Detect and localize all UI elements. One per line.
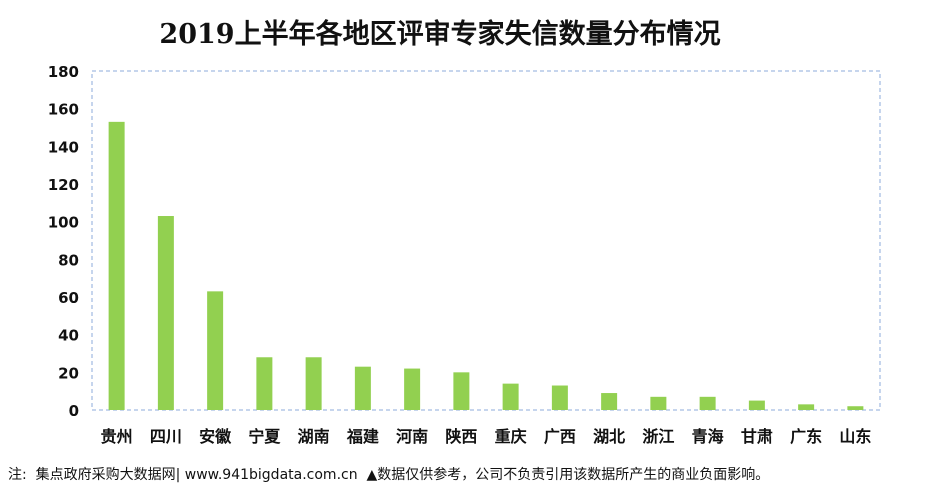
footnote: 注: 集点政府采购大数据网| www.941bigdata.com.cn ▲数据… [8,467,770,483]
bar [305,357,322,410]
x-tick-label: 湖北 [593,427,625,446]
bar [798,404,815,410]
bar [354,366,371,410]
chart-title: 2019上半年各地区评审专家失信数量分布情况 [159,19,721,50]
x-axis: 贵州 四川 安徽 宁夏 湖南 福建 河南 陕西 重庆 广西 湖北 浙江 青海 甘肃 广东 山东 [101,427,872,446]
x-tick-label: 重庆 [495,427,527,446]
x-tick-label: 四川 [150,427,182,446]
bars [108,121,864,410]
bar [847,406,864,410]
y-tick-label: 180 [48,63,79,81]
x-tick-label: 福建 [346,427,379,446]
bar [601,393,618,410]
bar [453,372,470,410]
x-tick-label: 贵州 [101,427,133,446]
y-tick-label: 100 [48,214,79,232]
y-tick-label: 60 [58,289,79,307]
x-tick-label: 青海 [692,427,724,446]
plot-frame [91,70,881,411]
bar [699,396,716,410]
y-tick-label: 120 [48,176,79,194]
y-axis: 0 20 40 60 80 100 120 140 160 180 [48,63,79,420]
bar [650,396,667,410]
bar [551,385,568,410]
x-tick-label: 山东 [839,427,871,446]
bar [748,400,765,410]
x-tick-label: 广东 [790,427,822,446]
x-tick-label: 宁夏 [248,427,281,446]
x-tick-label: 浙江 [642,427,674,446]
y-tick-label: 160 [48,101,79,119]
x-tick-label: 甘肃 [741,427,773,446]
x-tick-label: 湖南 [298,427,330,446]
y-tick-label: 20 [58,364,79,382]
y-tick-label: 80 [58,251,79,269]
x-tick-label: 河南 [396,427,428,446]
x-tick-label: 安徽 [199,427,232,446]
bar [108,121,125,410]
bar [207,291,224,410]
bar [404,368,421,410]
bar [157,216,174,410]
y-tick-label: 40 [58,327,79,345]
x-tick-label: 陕西 [445,427,477,446]
y-tick-label: 0 [69,402,79,420]
y-tick-label: 140 [48,138,79,156]
x-tick-label: 广西 [544,427,576,446]
bar [256,357,273,410]
bar [502,383,519,410]
